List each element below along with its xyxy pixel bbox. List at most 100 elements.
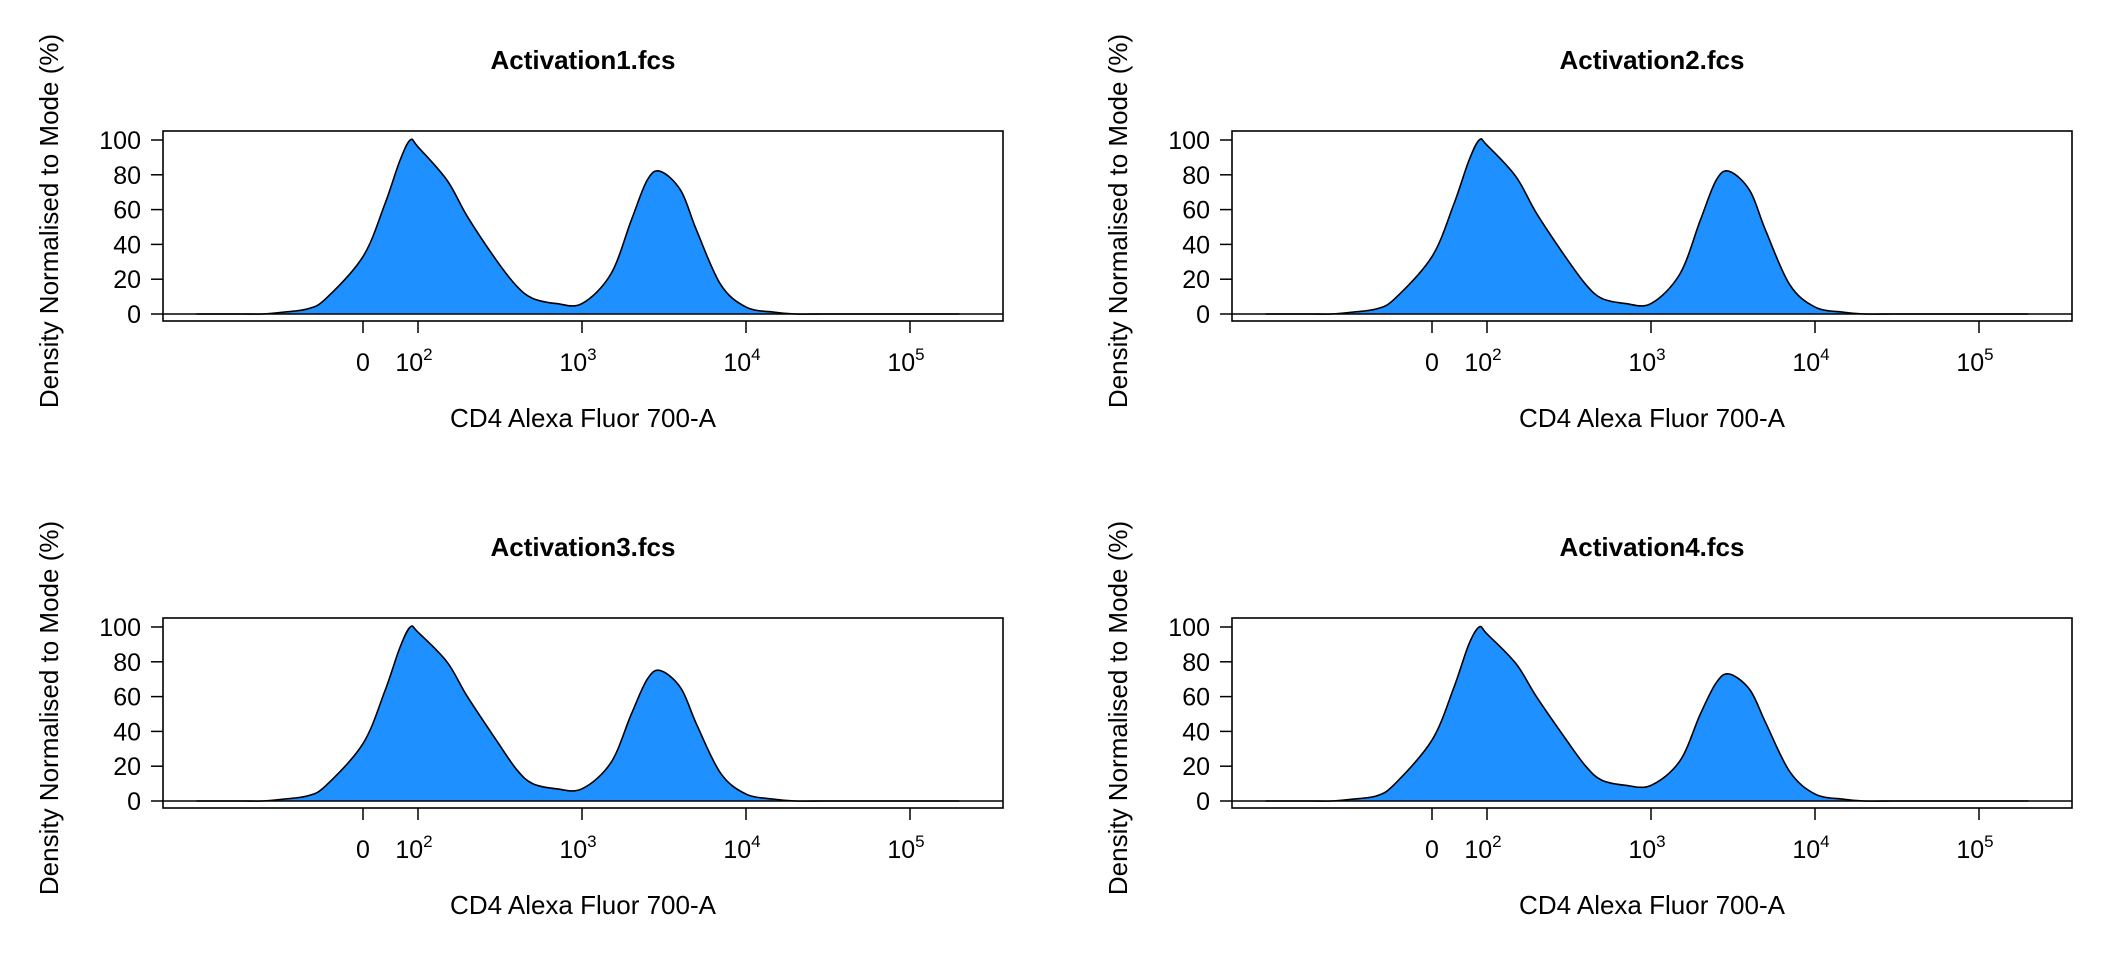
x-tick-base: 10 xyxy=(1628,836,1656,864)
plot-frame xyxy=(1231,130,2073,322)
density-area xyxy=(1265,138,2029,315)
x-tick-exponent: 4 xyxy=(1820,345,1829,364)
density-outline xyxy=(1265,625,2029,802)
x-tick-label: 0 xyxy=(1425,836,1439,864)
x-tick-base: 10 xyxy=(395,836,423,864)
x-tick-label: 0 xyxy=(356,349,370,377)
y-tick-label: 20 xyxy=(113,753,141,781)
x-tick-base: 10 xyxy=(1792,349,1820,377)
density-outline xyxy=(196,625,960,802)
x-tick-label: 103 xyxy=(559,345,596,377)
x-tick-exponent: 5 xyxy=(1984,345,1993,364)
y-tick-label: 20 xyxy=(1182,266,1210,294)
x-tick-exponent: 2 xyxy=(1492,832,1501,851)
y-tick-label: 0 xyxy=(127,788,141,816)
y-tick-label: 100 xyxy=(99,614,141,642)
plot-frame xyxy=(1231,617,2073,809)
plot-area xyxy=(163,625,1003,802)
x-tick-base: 10 xyxy=(887,349,915,377)
x-tick-label: 104 xyxy=(1792,832,1829,864)
y-tick-label: 60 xyxy=(113,197,141,225)
y-tick-label: 80 xyxy=(1182,162,1210,190)
chart-panel: Activation3.fcs Density Normalised to Mod… xyxy=(34,521,1004,920)
chart-title: Activation1.fcs xyxy=(491,45,676,75)
y-tick-label: 20 xyxy=(113,266,141,294)
x-tick-label: 104 xyxy=(723,832,760,864)
x-tick-exponent: 3 xyxy=(587,345,596,364)
x-tick-exponent: 2 xyxy=(1492,345,1501,364)
plot-area xyxy=(1232,625,2072,802)
x-tick-base: 10 xyxy=(1464,836,1492,864)
y-tick-label: 100 xyxy=(1168,127,1210,155)
y-tick-label: 60 xyxy=(113,684,141,712)
y-tick-label: 20 xyxy=(1182,753,1210,781)
y-tick-label: 0 xyxy=(127,301,141,329)
x-tick-base: 10 xyxy=(1464,349,1492,377)
plot-area xyxy=(1232,138,2072,315)
y-axis-label: Density Normalised to Mode (%) xyxy=(1103,521,1133,895)
y-tick-label: 40 xyxy=(1182,231,1210,259)
x-tick-base: 10 xyxy=(1956,836,1984,864)
chart-title: Activation4.fcs xyxy=(1560,532,1745,562)
x-axis-label: CD4 Alexa Fluor 700-A xyxy=(450,890,717,920)
density-outline xyxy=(196,138,960,315)
x-tick-exponent: 2 xyxy=(423,832,432,851)
y-tick-label: 80 xyxy=(113,649,141,677)
chart-title: Activation3.fcs xyxy=(491,532,676,562)
y-tick-label: 60 xyxy=(1182,197,1210,225)
x-tick-label: 103 xyxy=(1628,832,1665,864)
x-tick-exponent: 5 xyxy=(1984,832,1993,851)
density-area xyxy=(196,139,960,315)
x-tick-base: 10 xyxy=(723,349,751,377)
y-tick-label: 80 xyxy=(113,162,141,190)
x-tick-label: 102 xyxy=(1464,832,1501,864)
x-tick-exponent: 2 xyxy=(423,345,432,364)
x-tick-base: 10 xyxy=(1628,349,1656,377)
x-tick-label: 0 xyxy=(356,836,370,864)
y-axis-label: Density Normalised to Mode (%) xyxy=(34,521,64,895)
y-tick-label: 0 xyxy=(1196,788,1210,816)
x-tick-exponent: 3 xyxy=(1656,345,1665,364)
y-axis-label: Density Normalised to Mode (%) xyxy=(34,34,64,408)
x-tick-label: 105 xyxy=(1956,832,1993,864)
x-tick-exponent: 4 xyxy=(1820,832,1829,851)
x-tick-label: 105 xyxy=(1956,345,1993,377)
y-tick-label: 100 xyxy=(99,127,141,155)
x-tick-label: 104 xyxy=(723,345,760,377)
y-tick-label: 40 xyxy=(1182,718,1210,746)
x-tick-base: 10 xyxy=(559,836,587,864)
x-tick-label: 105 xyxy=(887,345,924,377)
x-tick-label: 104 xyxy=(1792,345,1829,377)
plot-area xyxy=(163,138,1003,315)
density-area xyxy=(1265,626,2029,802)
x-tick-label: 0 xyxy=(1425,349,1439,377)
x-tick-label: 103 xyxy=(559,832,596,864)
x-tick-label: 102 xyxy=(1464,345,1501,377)
x-tick-label: 102 xyxy=(395,345,432,377)
x-tick-base: 10 xyxy=(559,349,587,377)
chart-title: Activation2.fcs xyxy=(1560,45,1745,75)
density-area xyxy=(196,625,960,802)
x-axis-label: CD4 Alexa Fluor 700-A xyxy=(450,403,717,433)
y-tick-label: 100 xyxy=(1168,614,1210,642)
x-tick-base: 10 xyxy=(395,349,423,377)
x-tick-exponent: 5 xyxy=(915,832,924,851)
x-tick-exponent: 4 xyxy=(751,345,760,364)
y-tick-label: 60 xyxy=(1182,684,1210,712)
chart-panel: Activation2.fcs Density Normalised to Mod… xyxy=(1103,34,2073,433)
x-tick-label: 103 xyxy=(1628,345,1665,377)
chart-panel: Activation4.fcs Density Normalised to Mod… xyxy=(1103,521,2073,920)
x-axis-label: CD4 Alexa Fluor 700-A xyxy=(1519,890,1786,920)
x-tick-base: 10 xyxy=(723,836,751,864)
plot-frame xyxy=(162,130,1004,322)
x-tick-exponent: 5 xyxy=(915,345,924,364)
x-tick-exponent: 4 xyxy=(751,832,760,851)
y-axis-label: Density Normalised to Mode (%) xyxy=(1103,34,1133,408)
x-tick-base: 10 xyxy=(1956,349,1984,377)
x-tick-base: 10 xyxy=(887,836,915,864)
x-tick-base: 10 xyxy=(1792,836,1820,864)
x-tick-exponent: 3 xyxy=(587,832,596,851)
plot-frame xyxy=(162,617,1004,809)
y-tick-label: 0 xyxy=(1196,301,1210,329)
